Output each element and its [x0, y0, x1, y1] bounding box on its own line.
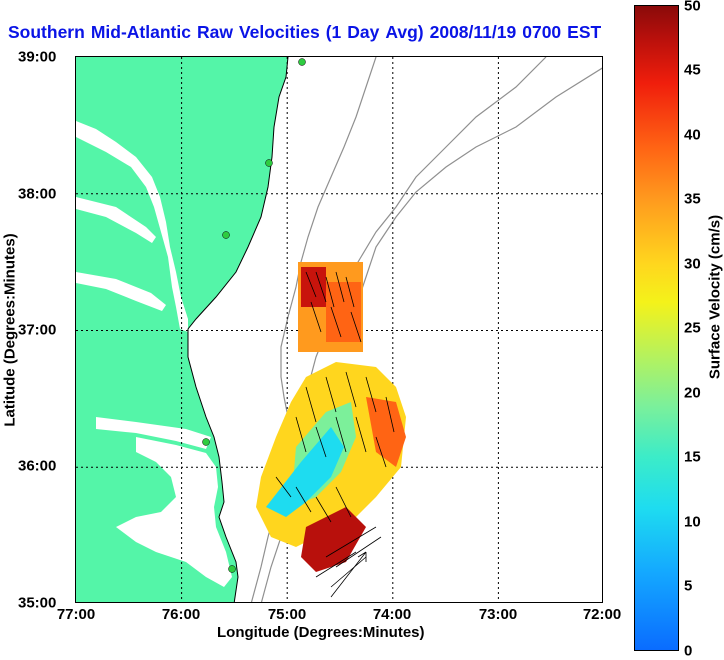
coastline — [187, 57, 289, 602]
map-title: Southern Mid-Atlantic Raw Velocities (1 Day Av… — [8, 22, 607, 43]
title-word: Avg) — [385, 22, 424, 42]
colorbar-tick: 30 — [684, 255, 701, 273]
velocity-vectors — [275, 271, 395, 598]
x-tick-label: 75:00 — [267, 606, 307, 623]
velocity-patch-north — [298, 262, 363, 352]
title-word: 0700 — [522, 22, 562, 42]
colorbar-label: Surface Velocity (cm/s) — [706, 214, 724, 380]
y-tick-label: 37:00 — [18, 321, 57, 339]
colorbar-tick: 0 — [684, 642, 693, 660]
y-tick-label: 35:00 — [18, 594, 57, 612]
title-word: 2008/11/19 — [429, 22, 517, 42]
y-axis-label: Latitude (Degrees:Minutes) — [1, 233, 19, 427]
velocity-patch-central — [256, 362, 406, 572]
title-word: (1 — [325, 22, 342, 42]
colorbar-tick: 5 — [684, 577, 693, 595]
colorbar-tick: 15 — [684, 448, 701, 466]
colorbar-tick: 25 — [684, 319, 701, 337]
y-tick-label: 39:00 — [18, 48, 57, 66]
colorbar-tick: 10 — [684, 513, 701, 531]
colorbar-tick: 40 — [684, 126, 701, 144]
title-word: Raw — [196, 22, 233, 42]
pamlico-sound — [116, 437, 232, 587]
x-tick-label: 76:00 — [161, 606, 201, 623]
title-word: Mid-Atlantic — [90, 22, 191, 42]
river-inlet — [76, 197, 156, 243]
colorbar-tick: 50 — [684, 0, 701, 15]
colorbar-tick: 35 — [684, 190, 701, 208]
y-tick-label: 38:00 — [18, 185, 57, 203]
title-word: EST — [567, 22, 602, 42]
y-tick-label: 36:00 — [18, 457, 57, 475]
map-plot-area[interactable] — [75, 56, 603, 603]
colorbar — [634, 5, 679, 651]
x-tick-label: 74:00 — [372, 606, 412, 623]
x-axis-label: Longitude (Degrees:Minutes) — [217, 624, 425, 641]
chesapeake-bay — [76, 121, 188, 332]
radar-stations — [202, 58, 306, 573]
x-tick-label: 72:00 — [582, 606, 622, 623]
x-tick-label: 73:00 — [478, 606, 518, 623]
river-inlet — [76, 272, 166, 311]
albemarle-sound — [96, 417, 211, 449]
title-word: Velocities — [238, 22, 320, 42]
title-word: Southern — [8, 22, 85, 42]
title-word: Day — [347, 22, 380, 42]
map-canvas — [76, 57, 602, 602]
bathymetry-contour — [355, 67, 602, 308]
x-tick-label: 77:00 — [56, 606, 96, 623]
colorbar-tick: 45 — [684, 61, 701, 79]
colorbar-tick: 20 — [684, 384, 701, 402]
